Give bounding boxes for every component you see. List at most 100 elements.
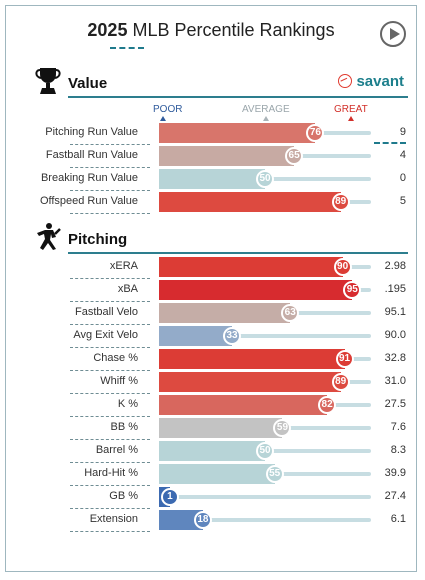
percentile-bar bbox=[159, 123, 316, 143]
percentile-badge: 33 bbox=[223, 327, 242, 345]
row-divider bbox=[70, 508, 150, 509]
row-divider bbox=[70, 190, 150, 191]
row-divider bbox=[70, 347, 150, 348]
row-divider bbox=[70, 531, 150, 532]
metric-label: BB % bbox=[110, 421, 138, 433]
percentile-track bbox=[159, 518, 371, 522]
value-underline bbox=[374, 142, 406, 144]
row-divider bbox=[70, 324, 150, 325]
percentile-bar bbox=[159, 441, 265, 461]
table-row[interactable]: Breaking Run Value 50 0 bbox=[6, 169, 416, 191]
row-divider bbox=[70, 393, 150, 394]
percentile-bar bbox=[159, 280, 353, 300]
row-divider bbox=[70, 167, 150, 168]
table-row[interactable]: Whiff % 89 31.0 bbox=[6, 372, 416, 394]
percentile-badge: 89 bbox=[331, 193, 350, 211]
percentile-bar bbox=[159, 146, 295, 166]
metric-label: Whiff % bbox=[100, 375, 138, 387]
row-divider bbox=[70, 416, 150, 417]
row-divider bbox=[70, 439, 150, 440]
percentile-bar bbox=[159, 510, 203, 530]
metric-value: 9 bbox=[399, 126, 406, 138]
table-row[interactable]: Extension 18 6.1 bbox=[6, 510, 416, 532]
metric-value: 90.0 bbox=[384, 329, 406, 341]
table-row[interactable]: Barrel % 50 8.3 bbox=[6, 441, 416, 463]
percentile-card: 2025 MLB Percentile Rankings Value savan… bbox=[5, 5, 417, 572]
metric-value: 39.9 bbox=[384, 467, 406, 479]
great-arrow-icon bbox=[348, 116, 354, 121]
metric-label: K % bbox=[117, 398, 138, 410]
percentile-badge: 76 bbox=[306, 124, 325, 142]
percentile-bar bbox=[159, 303, 291, 323]
percentile-track bbox=[159, 495, 371, 499]
percentile-track bbox=[159, 334, 371, 338]
section-divider bbox=[68, 252, 408, 254]
section-title: Value bbox=[68, 75, 108, 92]
poor-arrow-icon bbox=[160, 116, 166, 121]
pitcher-icon bbox=[37, 223, 61, 250]
title-text: MLB Percentile Rankings bbox=[132, 20, 335, 40]
metric-value: 6.1 bbox=[390, 513, 406, 525]
metric-label: Chase % bbox=[93, 352, 138, 364]
percentile-bar bbox=[159, 464, 275, 484]
row-divider bbox=[70, 370, 150, 371]
metric-label: GB % bbox=[109, 490, 138, 502]
metric-label: Avg Exit Velo bbox=[73, 329, 138, 341]
section-title: Pitching bbox=[68, 231, 128, 248]
table-row[interactable]: Hard-Hit % 55 39.9 bbox=[6, 464, 416, 486]
savant-logo[interactable]: savant bbox=[338, 73, 404, 90]
percentile-badge: 50 bbox=[256, 442, 274, 460]
section-value-header: Value savant bbox=[26, 68, 408, 98]
title-underline bbox=[110, 47, 144, 49]
scale-poor: POOR bbox=[153, 104, 183, 115]
percentile-badge: 95 bbox=[343, 281, 362, 299]
row-divider bbox=[70, 144, 150, 145]
row-divider bbox=[70, 278, 150, 279]
metric-label: Fastball Velo bbox=[75, 306, 138, 318]
row-divider bbox=[70, 301, 150, 302]
table-row[interactable]: Offspeed Run Value 89 5 bbox=[6, 192, 416, 214]
table-row[interactable]: Fastball Velo 63 95.1 bbox=[6, 303, 416, 325]
table-row[interactable]: xBA 95 .195 bbox=[6, 280, 416, 302]
play-icon[interactable] bbox=[380, 21, 406, 47]
table-row[interactable]: GB % 1 27.4 bbox=[6, 487, 416, 509]
metric-value: 27.4 bbox=[384, 490, 406, 502]
table-row[interactable]: Fastball Run Value 65 4 bbox=[6, 146, 416, 168]
percentile-bar bbox=[159, 395, 328, 415]
percentile-bar bbox=[159, 418, 283, 438]
metric-value: 0 bbox=[399, 172, 406, 184]
metric-value: 32.8 bbox=[384, 352, 406, 364]
table-row[interactable]: xERA 90 2.98 bbox=[6, 257, 416, 279]
row-divider bbox=[70, 213, 150, 214]
metric-label: Pitching Run Value bbox=[45, 126, 138, 138]
section-divider bbox=[68, 96, 408, 98]
percentile-badge: 65 bbox=[285, 147, 304, 165]
metric-value: 2.98 bbox=[384, 260, 406, 272]
table-row[interactable]: Pitching Run Value 76 9 bbox=[6, 123, 416, 145]
table-row[interactable]: Avg Exit Velo 33 90.0 bbox=[6, 326, 416, 348]
percentile-bar bbox=[159, 257, 343, 277]
percentile-bar bbox=[159, 192, 341, 212]
percentile-badge: 1 bbox=[160, 488, 179, 506]
metric-label: Barrel % bbox=[95, 444, 138, 456]
section-pitching-header: Pitching bbox=[26, 223, 408, 254]
percentile-badge: 50 bbox=[256, 170, 274, 188]
metric-value: 5 bbox=[399, 195, 406, 207]
row-divider bbox=[70, 485, 150, 486]
scale-average: AVERAGE bbox=[242, 104, 290, 115]
metric-value: 31.0 bbox=[384, 375, 406, 387]
table-row[interactable]: BB % 59 7.6 bbox=[6, 418, 416, 440]
metric-value: 4 bbox=[399, 149, 406, 161]
title-year: 2025 bbox=[87, 20, 128, 40]
brand-name: savant bbox=[356, 73, 404, 90]
metric-label: Fastball Run Value bbox=[45, 149, 138, 161]
table-row[interactable]: K % 82 27.5 bbox=[6, 395, 416, 417]
baseball-icon bbox=[338, 74, 353, 88]
table-row[interactable]: Chase % 91 32.8 bbox=[6, 349, 416, 371]
metric-value: 8.3 bbox=[390, 444, 406, 456]
metric-label: Extension bbox=[89, 513, 138, 525]
percentile-bar bbox=[159, 169, 265, 189]
percentile-badge: 89 bbox=[331, 373, 350, 391]
percentile-bar bbox=[159, 326, 233, 346]
metric-value: .195 bbox=[384, 283, 406, 295]
